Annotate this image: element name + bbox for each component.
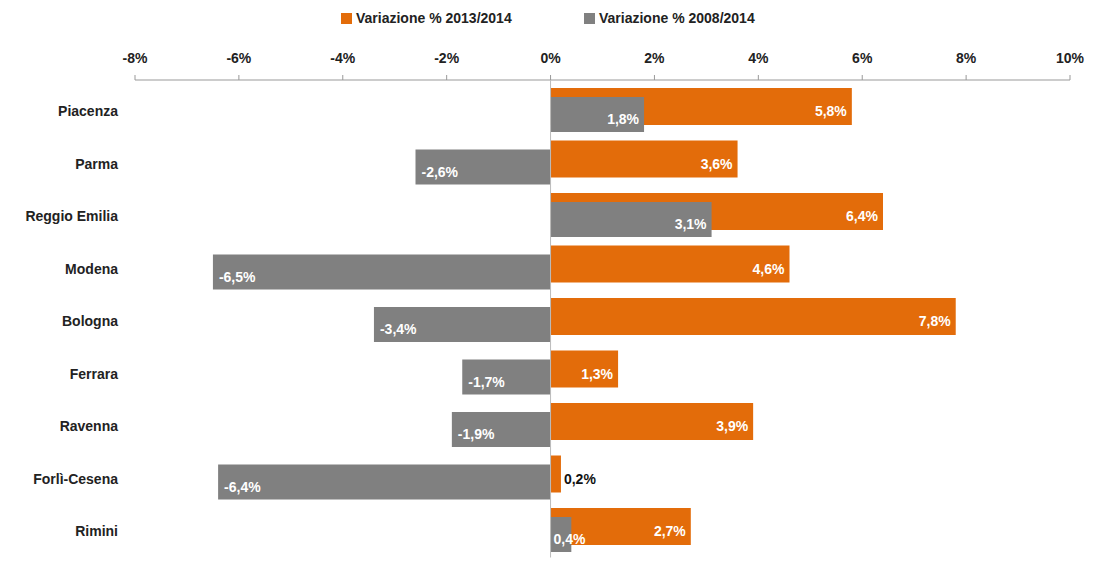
bar [551, 246, 790, 283]
tick-label: 2% [644, 50, 665, 66]
tick-mark [446, 75, 447, 80]
tick-mark [342, 75, 343, 80]
bar [551, 97, 645, 132]
tick-mark [966, 75, 967, 80]
tick-label: -2% [434, 50, 459, 66]
category-label: Reggio Emilia [25, 208, 118, 224]
category-label: Ravenna [60, 418, 119, 434]
bar [218, 465, 550, 500]
category-label: Modena [65, 261, 118, 277]
bar [374, 307, 551, 342]
tick-mark [550, 75, 551, 80]
category-label: Forlì-Cesena [33, 471, 118, 487]
data-label: -1,7% [468, 374, 505, 390]
bar [551, 298, 956, 335]
tick-label: 10% [1056, 50, 1085, 66]
zero-line [550, 80, 551, 558]
data-label: 3,1% [675, 216, 707, 232]
bar [551, 141, 738, 178]
data-label: -6,5% [219, 269, 256, 285]
data-label: 0,2% [564, 471, 596, 487]
tick-label: -8% [123, 50, 148, 66]
data-label: 3,6% [701, 156, 733, 172]
category-label: Piacenza [58, 103, 118, 119]
data-label: 2,7% [654, 523, 686, 539]
data-label: 0,4% [554, 531, 586, 547]
chart: Variazione % 2013/2014 Variazione % 2008/… [0, 0, 1102, 573]
tick-mark [1070, 75, 1071, 80]
bar [416, 150, 551, 185]
data-label: 6,4% [846, 208, 878, 224]
bar [551, 202, 712, 237]
tick-label: 4% [748, 50, 769, 66]
legend-label: Variazione % 2013/2014 [356, 10, 512, 26]
category-label: Ferrara [70, 366, 118, 382]
data-label: 1,8% [607, 111, 639, 127]
bars [213, 88, 956, 552]
bar [551, 456, 561, 493]
tick-label: -4% [330, 50, 355, 66]
tick-mark [654, 75, 655, 80]
data-label: 1,3% [581, 366, 613, 382]
tick-label: 0% [540, 50, 561, 66]
tick-label: 8% [956, 50, 977, 66]
category-label: Bologna [62, 313, 118, 329]
axis-line [135, 80, 1070, 81]
tick-label: 6% [852, 50, 873, 66]
tick-mark [758, 75, 759, 80]
data-label: 3,9% [716, 418, 748, 434]
data-label: -6,4% [224, 479, 261, 495]
bar [551, 351, 619, 388]
category-label: Parma [75, 156, 118, 172]
legend-label: Variazione % 2008/2014 [599, 10, 755, 26]
legend: Variazione % 2013/2014 Variazione % 2008/… [341, 10, 755, 26]
tick-label: -6% [226, 50, 251, 66]
data-label: 7,8% [919, 313, 951, 329]
legend-swatch [341, 13, 352, 24]
bar [213, 255, 551, 290]
data-label: -3,4% [380, 321, 417, 337]
data-labels: 5,8% 3,6% 6,4% 4,6% 7,8% 1,3% 3,9% 0,2% 2,7% 1,8%… [219, 103, 951, 547]
tick-mark [135, 75, 136, 80]
legend-swatch [584, 13, 595, 24]
bar [452, 412, 551, 447]
tick-mark [862, 75, 863, 80]
data-label: -1,9% [458, 426, 495, 442]
bar [551, 403, 754, 440]
tick-mark [238, 75, 239, 80]
x-axis: -8% -6% -4% -2% 0% 2% 4% 6% 8% 10% [123, 50, 1085, 80]
category-label: Rimini [75, 523, 118, 539]
bar [462, 360, 550, 395]
category-axis: Piacenza Parma Reggio Emilia Modena Bologna F… [25, 103, 118, 539]
data-label: -2,6% [422, 164, 459, 180]
data-label: 5,8% [815, 103, 847, 119]
data-label: 4,6% [753, 261, 785, 277]
